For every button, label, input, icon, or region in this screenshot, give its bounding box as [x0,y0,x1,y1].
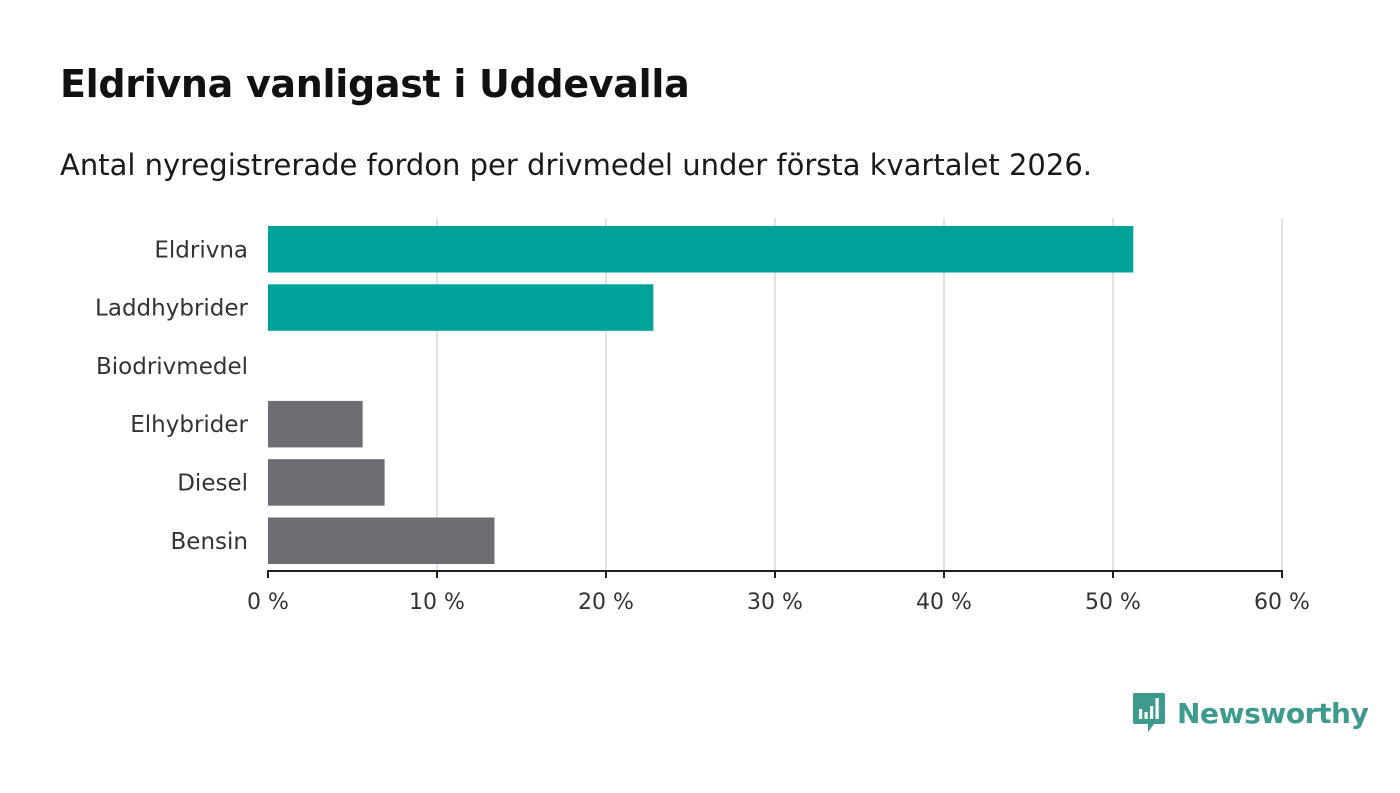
bars [268,226,1134,564]
x-tick-label: 50 % [1085,590,1141,615]
x-tick-label: 40 % [916,590,972,615]
x-tick-label: 0 % [247,590,289,615]
x-tick-label: 10 % [409,590,465,615]
bar-elhybrider [268,400,363,448]
category-label: Diesel [177,470,248,496]
bar-diesel [268,459,385,506]
x-axis: 0 % 10 % 20 % 30 % 40 % 50 % 60 % [247,570,1310,615]
bar-eldrivna [268,226,1134,273]
newsworthy-logo: Newsworthy [1132,692,1369,734]
bar-chart: 0 % 10 % 20 % 30 % 40 % 50 % 60 % Eldrivna Ladd… [95,218,1310,615]
bar-laddhybrider [268,284,654,331]
chart-title: Eldrivna vanligast i Uddevalla [60,62,690,106]
grid-lines [436,218,1283,571]
category-label: Laddhybrider [95,296,248,322]
category-labels: Eldrivna Laddhybrider Biodrivmedel Elhybrid… [95,237,248,555]
brand-name: Newsworthy [1177,696,1369,730]
x-tick-label: 60 % [1254,590,1310,615]
bar-bensin [268,517,495,564]
newsworthy-logo-icon [1133,693,1165,732]
category-label: Eldrivna [154,237,248,263]
x-tick-label: 20 % [578,590,634,615]
category-label: Elhybrider [130,412,248,438]
chart-subtitle: Antal nyregistrerade fordon per drivmede… [60,148,1093,182]
x-tick-label: 30 % [747,590,803,615]
category-label: Biodrivmedel [96,354,248,380]
category-label: Bensin [171,529,248,555]
